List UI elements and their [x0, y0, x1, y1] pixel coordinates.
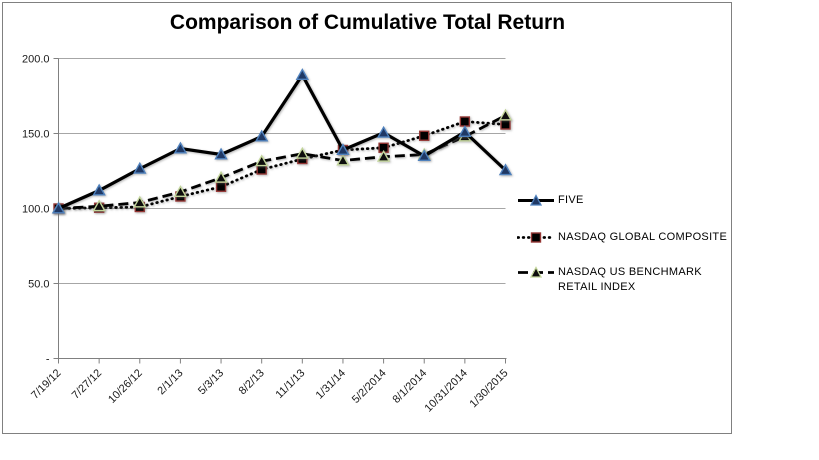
data-point-marker	[459, 116, 471, 127]
data-point-marker	[376, 149, 391, 162]
legend-label-nasdaq-us-benchmark-retail: NASDAQ US BENCHMARK RETAIL INDEX	[558, 266, 702, 293]
data-point-marker	[458, 125, 472, 137]
data-point-marker	[419, 130, 430, 141]
data-point-marker	[214, 170, 228, 183]
data-point-marker	[173, 141, 188, 154]
data-point-marker	[92, 199, 106, 212]
data-point-marker	[376, 125, 391, 138]
y-axis-label: 50.0	[28, 279, 49, 291]
data-point-marker	[51, 201, 66, 214]
five-series-key-icon	[518, 194, 554, 206]
x-axis-label: 2/1/13	[155, 367, 185, 397]
data-point-marker	[214, 147, 228, 160]
data-point-marker	[498, 163, 513, 176]
data-point-marker	[173, 185, 188, 197]
legend-label-nasdaq-global-composite: NASDAQ GLOBAL COMPOSITE	[558, 231, 728, 243]
x-axis-label: 10/31/2014	[423, 367, 470, 414]
data-point-marker	[295, 146, 310, 159]
legend-label-five: FIVE	[558, 194, 584, 206]
series-line-five	[57, 71, 507, 210]
data-point-marker	[133, 195, 147, 208]
series-line-nasdaq-us-benchmark-retail	[58, 114, 507, 210]
x-axis-label: 11/1/13	[274, 367, 308, 401]
legend-item-nasdaq-global-composite: NASDAQ GLOBAL COMPOSITE	[517, 230, 727, 245]
data-point-marker	[133, 161, 147, 174]
data-point-marker	[336, 143, 350, 155]
data-point-marker	[254, 129, 269, 142]
y-axis-label: 200.0	[22, 54, 50, 66]
chart-title: Comparison of Cumulative Total Return	[169, 11, 566, 34]
chart-frame	[2, 2, 732, 434]
legend-item-five: FIVE	[517, 193, 584, 208]
legend: FIVE NASDAQ GLOBAL COMPOSITE NASDAQ US B…	[517, 0, 732, 320]
data-point-marker	[215, 181, 227, 192]
x-axis-label: 5/3/13	[196, 367, 226, 397]
data-point-marker	[498, 108, 513, 121]
data-point-marker	[336, 153, 350, 166]
data-point-marker	[417, 149, 431, 161]
legend-item-nasdaq-us-benchmark-retail: NASDAQ US BENCHMARK RETAIL INDEX	[517, 265, 728, 295]
nasdaq-global-composite-series-key-icon	[517, 232, 555, 243]
series-line-nasdaq-global-composite	[57, 120, 507, 210]
y-axis-label: -	[46, 354, 50, 366]
x-axis-label: 1/31/14	[314, 367, 348, 401]
x-axis-label: 8/2/13	[237, 367, 267, 397]
x-axis-label: 8/1/2014	[391, 367, 430, 406]
y-axis-label: 100.0	[22, 204, 50, 216]
x-axis-label: 5/2/2014	[350, 367, 389, 406]
series-nasdaq-global-composite	[53, 116, 511, 214]
data-point-marker	[92, 183, 106, 196]
y-axis-label: 150.0	[22, 129, 50, 141]
x-axis-label: 7/27/12	[70, 367, 104, 401]
x-axis-label: 7/19/12	[29, 367, 63, 401]
x-axis-label: 1/30/2015	[468, 367, 511, 410]
data-point-marker	[254, 154, 269, 167]
nasdaq-us-benchmark-retail-series-key-icon	[518, 266, 554, 278]
series-five	[51, 68, 513, 214]
data-point-marker	[295, 68, 310, 80]
series-nasdaq-us-benchmark-retail	[51, 108, 513, 214]
data-point-marker	[500, 119, 511, 130]
data-point-marker	[256, 164, 267, 175]
x-axis-label: 10/26/12	[106, 367, 145, 406]
